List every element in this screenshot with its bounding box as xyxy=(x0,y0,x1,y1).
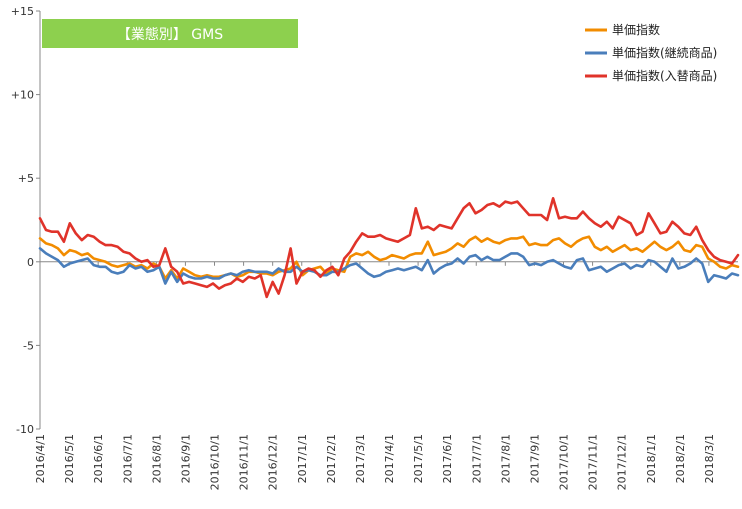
x-tick-label: 2017/7/1 xyxy=(470,434,483,483)
x-tick-label: 2016/8/1 xyxy=(150,434,163,483)
x-tick-label: 2017/1/1 xyxy=(296,434,309,483)
x-tick-label: 2016/6/1 xyxy=(92,434,105,483)
x-tick-label: 2016/10/1 xyxy=(209,434,222,490)
series-lines xyxy=(38,197,740,299)
x-tick-label: 2016/11/1 xyxy=(238,434,251,490)
chart-title: 【業態別】 GMS xyxy=(117,27,223,43)
y-tick-label: +15 xyxy=(11,5,34,18)
x-tick-label: 2017/11/1 xyxy=(587,434,600,490)
x-tick-label: 2017/9/1 xyxy=(528,434,541,483)
y-tick-label: -5 xyxy=(23,339,34,352)
x-tick-label: 2018/3/1 xyxy=(703,434,716,483)
x-tick-label: 2017/8/1 xyxy=(499,434,512,483)
x-axis-tick-labels: 2016/4/1 2016/5/1 2016/6/1 2016/7/1 2016/8/1… xyxy=(34,434,716,490)
legend-label: 単価指数(継続商品) xyxy=(612,45,717,60)
y-tick-label: 0 xyxy=(27,256,34,269)
x-tick-label: 2016/5/1 xyxy=(63,434,76,483)
x-tick-label: 2016/7/1 xyxy=(121,434,134,483)
x-tick-label: 2017/6/1 xyxy=(441,434,454,483)
x-tick-label: 2018/1/1 xyxy=(645,434,658,483)
legend-label: 単価指数 xyxy=(612,22,660,37)
x-tick-label: 2016/9/1 xyxy=(179,434,192,483)
series-line xyxy=(38,197,740,299)
y-axis-tick-labels: +15 +10 +5 0 -5 -10 xyxy=(11,5,34,436)
x-tick-label: 2017/5/1 xyxy=(412,434,425,483)
chart-title-box: 【業態別】 GMS xyxy=(42,19,298,48)
x-tick-label: 2017/12/1 xyxy=(616,434,629,490)
y-tick-label: +10 xyxy=(11,89,34,102)
y-tick-label: -10 xyxy=(16,423,34,436)
x-tick-label: 2017/3/1 xyxy=(354,434,367,483)
title-background xyxy=(42,19,298,48)
legend-label: 単価指数(入替商品) xyxy=(612,68,717,83)
x-tick-label: 2017/10/1 xyxy=(558,434,571,490)
x-tick-label: 2016/12/1 xyxy=(267,434,280,490)
x-tick-label: 2018/2/1 xyxy=(674,434,687,483)
y-tick-label: +5 xyxy=(18,172,34,185)
series-line xyxy=(38,247,740,285)
x-tick-label: 2016/4/1 xyxy=(34,434,47,483)
x-tick-label: 2017/4/1 xyxy=(383,434,396,483)
x-tick-label: 2017/2/1 xyxy=(325,434,338,483)
